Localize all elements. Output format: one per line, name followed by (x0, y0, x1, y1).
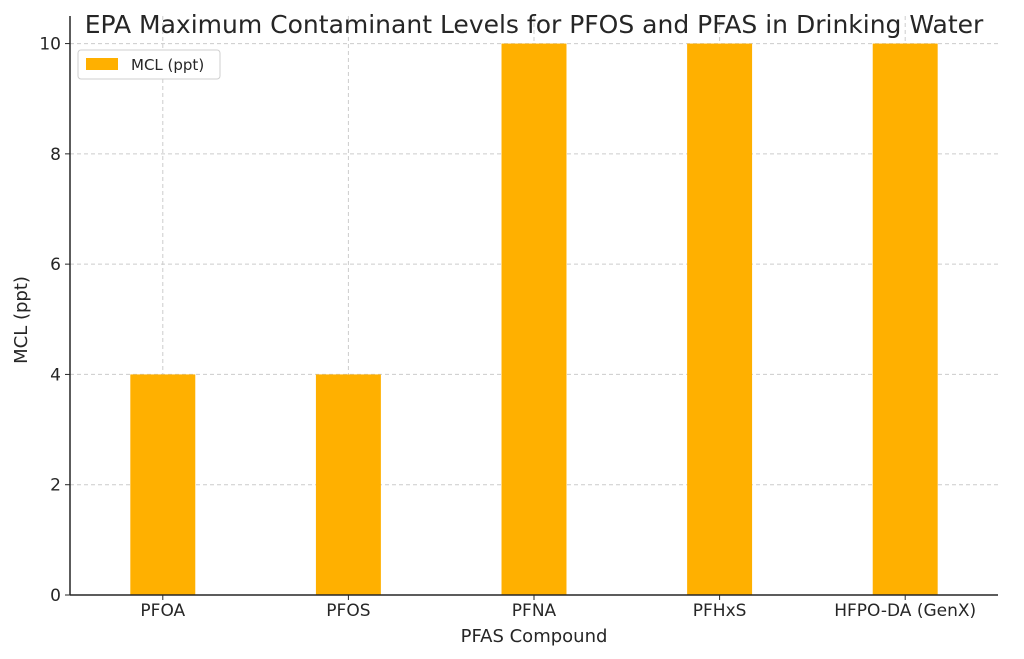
x-tick-label: HFPO-DA (GenX) (834, 601, 976, 621)
x-tick-label: PFOS (326, 601, 370, 621)
y-tick-label: 0 (50, 586, 61, 606)
y-tick-label: 6 (50, 255, 61, 275)
y-axis-title: MCL (ppt) (11, 276, 32, 364)
x-tick-label: PFHxS (693, 601, 747, 621)
y-tick-labels: 0 2 4 6 8 10 (39, 35, 70, 606)
bars (130, 43, 938, 596)
y-tick-label: 8 (50, 145, 61, 165)
legend-box (77, 49, 221, 80)
y-tick-label: 10 (39, 35, 61, 55)
bar-hfpo-da-genx (872, 43, 938, 596)
bar-pfhxs (687, 43, 753, 596)
bar-pfna (501, 43, 567, 596)
y-tick-label: 2 (50, 476, 61, 496)
bar-pfos (315, 374, 381, 595)
chart-title: EPA Maximum Contaminant Levels for PFOS … (85, 10, 984, 39)
y-tick-label: 4 (50, 365, 61, 385)
legend-label: MCL (ppt) (131, 56, 204, 74)
x-tick-label: PFNA (512, 601, 557, 621)
bar-pfoa (130, 374, 196, 595)
x-tick-labels: PFOA PFOS PFNA PFHxS HFPO-DA (GenX) (140, 595, 976, 621)
x-tick-label: PFOA (140, 601, 185, 621)
legend: MCL (ppt) (77, 49, 221, 80)
legend-swatch (86, 58, 118, 70)
x-axis-title: PFAS Compound (461, 626, 608, 647)
